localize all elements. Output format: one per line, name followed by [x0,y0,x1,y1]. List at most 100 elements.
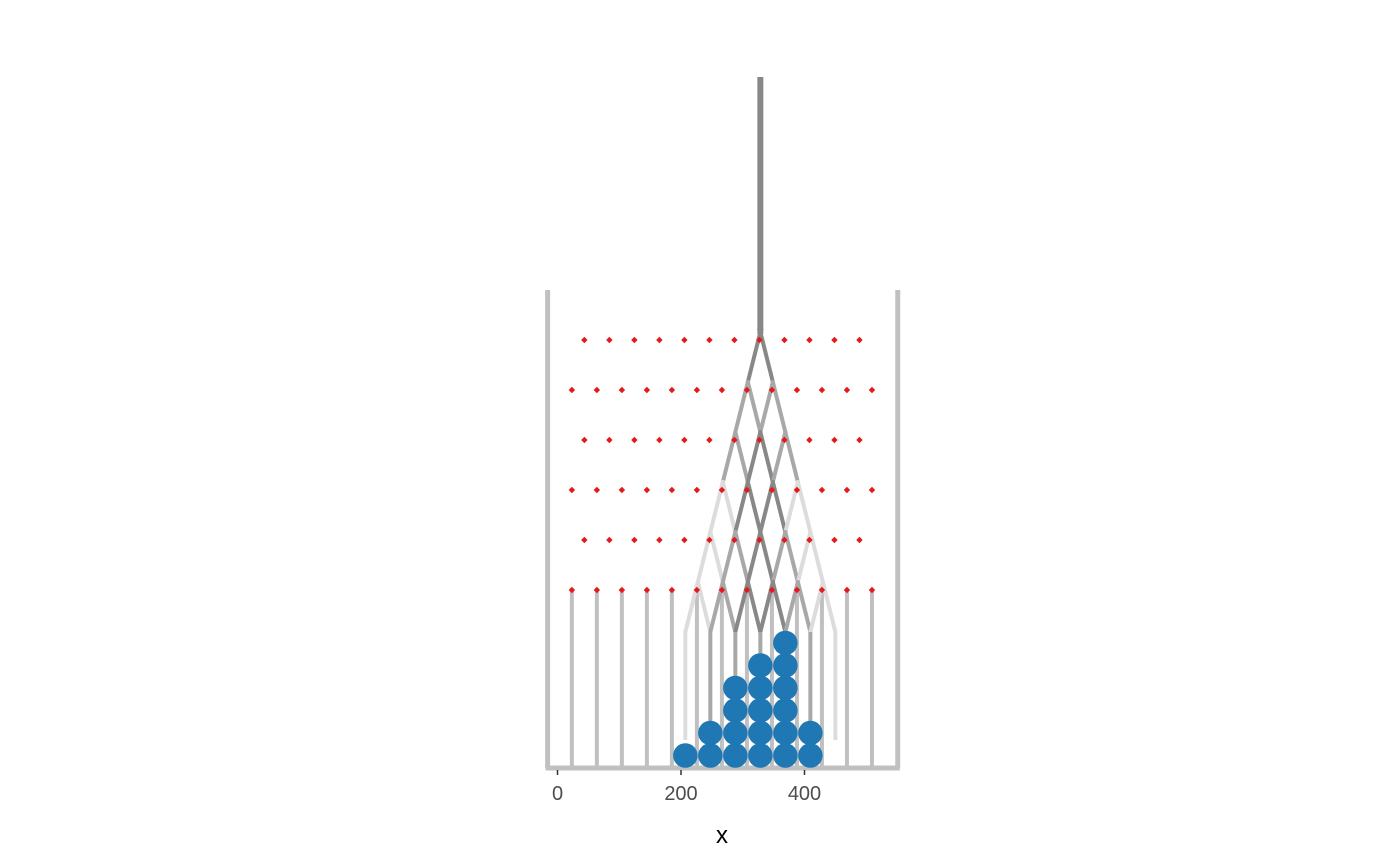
peg [643,486,651,494]
peg [818,486,826,494]
peg [868,586,876,594]
peg [856,436,863,444]
peg [706,336,713,344]
path-segment [695,580,713,634]
peg [768,586,776,594]
path-segment [770,480,788,534]
ball [773,698,798,723]
peg [793,386,801,394]
peg [618,586,626,594]
peg [756,336,763,344]
ball [773,675,798,701]
path-segment [783,430,800,484]
x-tick-label: 200 [664,783,697,805]
path-segment [733,430,750,484]
peg [806,436,813,444]
path-segment [783,530,800,584]
peg [681,436,688,444]
peg [743,386,751,394]
peg [618,486,626,494]
peg [793,586,801,594]
peg [856,536,863,544]
path-segment [733,530,750,584]
peg [656,336,663,344]
peg [818,386,826,394]
ball [773,743,798,768]
balls [673,630,823,768]
peg [593,386,601,394]
path-segment [795,580,813,634]
path-segment [745,480,763,534]
peg [693,386,701,394]
peg [618,386,626,394]
peg [843,486,851,494]
peg [656,536,663,544]
ball [723,698,748,723]
peg [768,386,776,394]
ball-paths [683,77,838,740]
path-segment [745,580,763,634]
peg [756,436,763,444]
peg [631,536,638,544]
peg [606,436,613,444]
peg [643,386,651,394]
ball [798,720,823,746]
peg [831,336,838,344]
peg [631,336,638,344]
ball [773,653,798,678]
ball [673,743,698,768]
peg [793,486,801,494]
pegs [568,336,876,594]
ball [773,720,798,746]
ball [723,743,748,768]
path-segment [795,480,813,534]
peg [581,336,588,344]
peg [781,436,788,444]
bin-dividers [569,590,874,768]
path-segment [770,380,788,434]
peg [693,486,701,494]
peg [843,386,851,394]
ball [798,743,823,768]
peg [668,486,676,494]
peg [568,386,576,394]
peg [856,336,863,344]
peg [568,586,576,594]
peg [718,386,726,394]
peg [781,336,788,344]
path-segment [758,530,775,584]
ball [748,675,773,701]
ball [723,720,748,746]
peg [568,486,576,494]
peg [868,486,876,494]
path-segment [745,380,763,434]
x-axis-title: x [716,822,728,849]
peg [818,586,826,594]
peg [743,486,751,494]
path-segment [758,430,775,484]
path-segment [808,530,825,584]
peg [581,536,588,544]
peg [756,536,763,544]
peg [668,386,676,394]
peg [806,336,813,344]
peg [868,386,876,394]
peg [743,586,751,594]
peg [831,536,838,544]
peg [718,486,726,494]
peg [706,436,713,444]
peg [693,586,701,594]
ball [748,743,773,768]
path-segment [758,330,775,384]
peg [593,486,601,494]
peg [681,336,688,344]
x-tick-label: 0 [552,783,563,805]
path-segment [708,530,725,584]
peg [606,536,613,544]
ball [723,675,748,701]
x-axis: 0 200 400 [552,770,821,805]
ball [698,743,723,768]
peg [843,586,851,594]
ball [748,720,773,746]
peg [668,586,676,594]
